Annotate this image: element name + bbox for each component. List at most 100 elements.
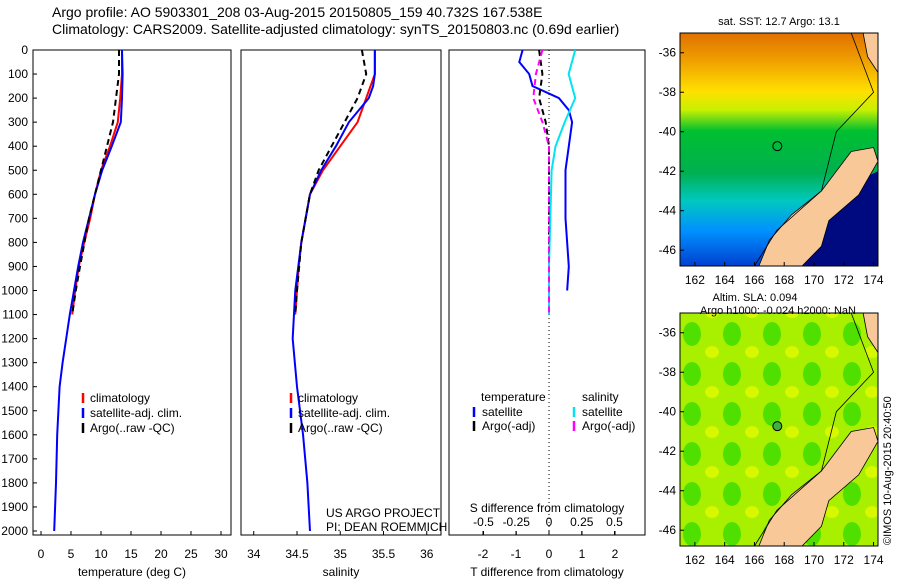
map-title: Altim. SLA: 0.094 (713, 292, 798, 304)
legend-label: satellite-adj. clim. (298, 406, 390, 420)
map-x-tick-label: 168 (774, 273, 794, 287)
map-y-tick-label: -40 (659, 405, 677, 419)
argo-position-marker (772, 421, 783, 432)
y-tick-label: 800 (8, 235, 28, 249)
legend-title-salinity: salinity (582, 390, 619, 404)
x-tick-label: 2 (612, 547, 619, 561)
land-south-island (758, 147, 879, 267)
legend-label: Argo(..raw -QC) (298, 421, 383, 435)
map-x-tick-label: 170 (804, 553, 824, 567)
y-tick-label: 900 (8, 259, 28, 273)
land-south-island (758, 427, 879, 547)
map-subtitle: Argo h1000: -0.024 h2000: NaN (700, 305, 856, 317)
y-tick-label: 1900 (1, 500, 28, 514)
s-tick-label: 0.25 (570, 515, 594, 529)
x-tick-label: 1 (579, 547, 586, 561)
x-tick-label: 30 (214, 547, 228, 561)
map-x-tick-label: 168 (774, 553, 794, 567)
legend-label: satellite (482, 405, 523, 419)
x-tick-label: -2 (478, 547, 489, 561)
map-y-tick-label: -44 (659, 484, 677, 498)
map-y-tick-label: -46 (659, 523, 677, 537)
isobath (754, 32, 874, 267)
series-climatology (294, 50, 376, 315)
x-tick-label: 0 (38, 547, 45, 561)
x-axis-label: salinity (323, 565, 360, 579)
legend-label: satellite-adj. clim. (90, 406, 182, 420)
x-tick-label: 34.5 (285, 547, 309, 561)
map-x-tick-label: 172 (834, 553, 854, 567)
s-axis-label: S difference from climatology (470, 501, 625, 515)
map-x-tick-label: 166 (744, 273, 764, 287)
x-tick-label: 0 (546, 547, 553, 561)
y-tick-label: 400 (8, 139, 28, 153)
y-tick-label: 1400 (1, 380, 28, 394)
map-y-tick-label: -36 (659, 46, 677, 60)
series-T-satellite (518, 49, 574, 291)
legend-title-temperature: temperature (481, 390, 546, 404)
y-tick-label: 1000 (1, 284, 28, 298)
legend-label: climatology (298, 391, 358, 405)
x-tick-label: 36 (420, 547, 434, 561)
y-tick-label: 0 (21, 43, 28, 57)
y-tick-label: 1800 (1, 476, 28, 490)
x-tick-label: 15 (124, 547, 138, 561)
y-tick-label: 2000 (1, 524, 28, 538)
map-x-tick-label: 170 (804, 273, 824, 287)
project-label: US ARGO PROJECT (326, 506, 441, 520)
y-tick-label: 300 (8, 115, 28, 129)
x-tick-label: 20 (154, 547, 168, 561)
map-x-tick-label: 172 (834, 273, 854, 287)
map-y-tick-label: -44 (659, 204, 677, 218)
imos-credit: ©IMOS 10-Aug-2015 20:40:50 (882, 396, 894, 545)
y-tick-label: 1500 (1, 404, 28, 418)
legend-label: satellite (582, 405, 623, 419)
series-S-satellite (548, 49, 577, 315)
x-tick-label: 10 (94, 547, 108, 561)
map-x-tick-label: 164 (715, 553, 735, 567)
s-tick-label: -0.25 (503, 515, 531, 529)
map-x-tick-label: 162 (685, 553, 705, 567)
map-x-tick-label: 174 (864, 273, 884, 287)
isobath (754, 312, 874, 547)
header-line1: Argo profile: AO 5903301_208 03-Aug-2015… (52, 4, 543, 20)
y-tick-label: 1600 (1, 428, 28, 442)
x-tick-label: -1 (511, 547, 522, 561)
y-tick-label: 500 (8, 163, 28, 177)
panel-frame-0 (32, 49, 232, 536)
x-tick-label: 34 (247, 547, 261, 561)
pi-label: PI: DEAN ROEMMICH (326, 520, 448, 534)
y-tick-label: 700 (8, 211, 28, 225)
credits: US ARGO PROJECT PI: DEAN ROEMMICH (326, 506, 447, 534)
s-tick-label: -0.5 (473, 515, 494, 529)
y-tick-label: 100 (8, 67, 28, 81)
x-axis-label: temperature (deg C) (78, 565, 186, 579)
map-frame (679, 312, 879, 547)
map-y-tick-label: -46 (659, 243, 677, 257)
legend-label: Argo(..raw -QC) (90, 421, 175, 435)
x-tick-label: 35 (334, 547, 348, 561)
panel-frame-1 (240, 49, 442, 536)
x-tick-label: 5 (68, 547, 75, 561)
map-x-tick-label: 162 (685, 273, 705, 287)
map-frame (679, 32, 879, 267)
series-satellite-adj-clim- (53, 49, 124, 532)
x-tick-label: 35.5 (372, 547, 396, 561)
legend-label: Argo(-adj) (482, 419, 535, 433)
legend-label: climatology (90, 391, 150, 405)
map-x-tick-label: 166 (744, 553, 764, 567)
map-title: sat. SST: 12.7 Argo: 13.1 (718, 16, 840, 28)
map-x-tick-label: 164 (715, 273, 735, 287)
legend-label: Argo(-adj) (582, 419, 635, 433)
series-Argo-raw-QC- (294, 49, 368, 315)
map-y-tick-label: -36 (659, 326, 677, 340)
y-tick-label: 1200 (1, 332, 28, 346)
y-tick-label: 1300 (1, 356, 28, 370)
y-tick-label: 1700 (1, 452, 28, 466)
map-y-tick-label: -42 (659, 164, 677, 178)
series-satellite-adj-clim- (291, 50, 376, 532)
y-tick-label: 600 (8, 187, 28, 201)
series-Argo-raw-QC- (71, 50, 120, 315)
